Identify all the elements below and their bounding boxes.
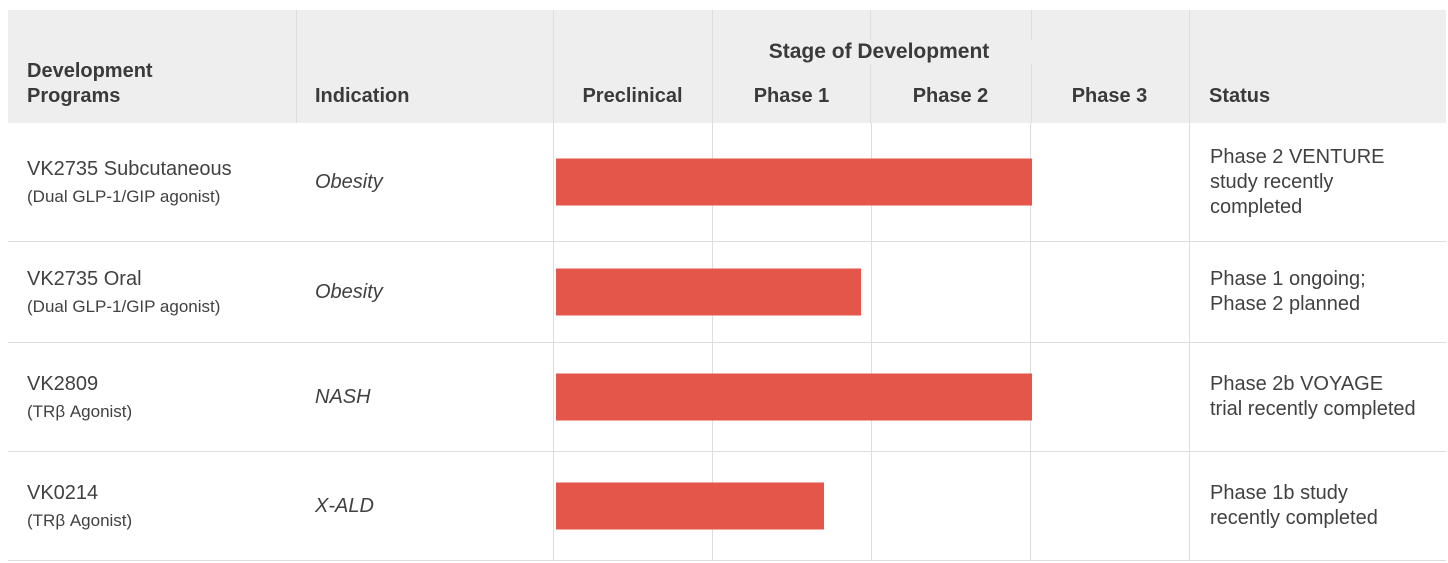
table-header: Stage of Development Development Program… bbox=[8, 10, 1446, 123]
program-cell: VK2809 (TRβ Agonist) bbox=[8, 343, 296, 451]
table-row: VK2735 Subcutaneous (Dual GLP-1/GIP agon… bbox=[8, 123, 1446, 242]
header-cell-status: Status bbox=[1209, 85, 1271, 107]
stage-group-label: Stage of Development bbox=[714, 40, 1044, 64]
program-cell: VK2735 Oral (Dual GLP-1/GIP agonist) bbox=[8, 242, 296, 342]
stage-track bbox=[553, 452, 1189, 560]
column-divider bbox=[1189, 10, 1190, 123]
header-cell-preclinical: Preclinical bbox=[582, 85, 683, 107]
program-name: VK0214 bbox=[27, 482, 99, 504]
program-subtitle: (TRβ Agonist) bbox=[27, 511, 133, 530]
column-divider bbox=[553, 10, 554, 123]
table-row: VK2809 (TRβ Agonist) NASH Phase 2b VOYAG… bbox=[8, 343, 1446, 452]
program-name: VK2809 bbox=[27, 373, 99, 395]
column-divider bbox=[296, 10, 297, 123]
stage-bar bbox=[556, 373, 1032, 421]
status-text: Phase 2 VENTURE study recently completed bbox=[1189, 123, 1446, 241]
header-cell-phase1: Phase 1 bbox=[753, 85, 830, 107]
column-divider bbox=[712, 10, 713, 123]
table-row: VK2735 Oral (Dual GLP-1/GIP agonist) Obe… bbox=[8, 242, 1446, 343]
status-text: Phase 2b VOYAGE trial recently completed bbox=[1189, 343, 1446, 451]
column-divider bbox=[1031, 10, 1032, 123]
table-row: VK0214 (TRβ Agonist) X-ALD Phase 1b stud… bbox=[8, 452, 1446, 561]
program-name: VK2735 Oral bbox=[27, 268, 142, 290]
column-divider bbox=[870, 10, 871, 123]
stage-bar bbox=[556, 158, 1032, 206]
program-name: VK2735 Subcutaneous bbox=[27, 158, 232, 180]
header-cell-phase3: Phase 3 bbox=[1071, 85, 1148, 107]
header-cell-phase2: Phase 2 bbox=[912, 85, 989, 107]
header-cell-programs: Development Programs bbox=[27, 60, 153, 107]
indication-value: NASH bbox=[315, 385, 371, 408]
stage-bar bbox=[556, 482, 824, 530]
program-subtitle: (TRβ Agonist) bbox=[27, 402, 133, 421]
program-cell: VK2735 Subcutaneous (Dual GLP-1/GIP agon… bbox=[8, 123, 296, 241]
indication-value: X-ALD bbox=[315, 494, 374, 517]
status-text: Phase 1 ongoing; Phase 2 planned bbox=[1189, 242, 1446, 342]
indication-value: Obesity bbox=[315, 170, 383, 193]
program-subtitle: (Dual GLP-1/GIP agonist) bbox=[27, 297, 221, 316]
pipeline-table: Stage of Development Development Program… bbox=[8, 10, 1446, 561]
status-text: Phase 1b study recently completed bbox=[1189, 452, 1446, 560]
program-cell: VK0214 (TRβ Agonist) bbox=[8, 452, 296, 560]
indication-value: Obesity bbox=[315, 280, 383, 303]
program-subtitle: (Dual GLP-1/GIP agonist) bbox=[27, 187, 221, 206]
stage-track bbox=[553, 343, 1189, 451]
header-cell-indication: Indication bbox=[315, 85, 410, 107]
stage-bar bbox=[556, 268, 862, 316]
stage-track bbox=[553, 242, 1189, 342]
stage-track bbox=[553, 123, 1189, 241]
